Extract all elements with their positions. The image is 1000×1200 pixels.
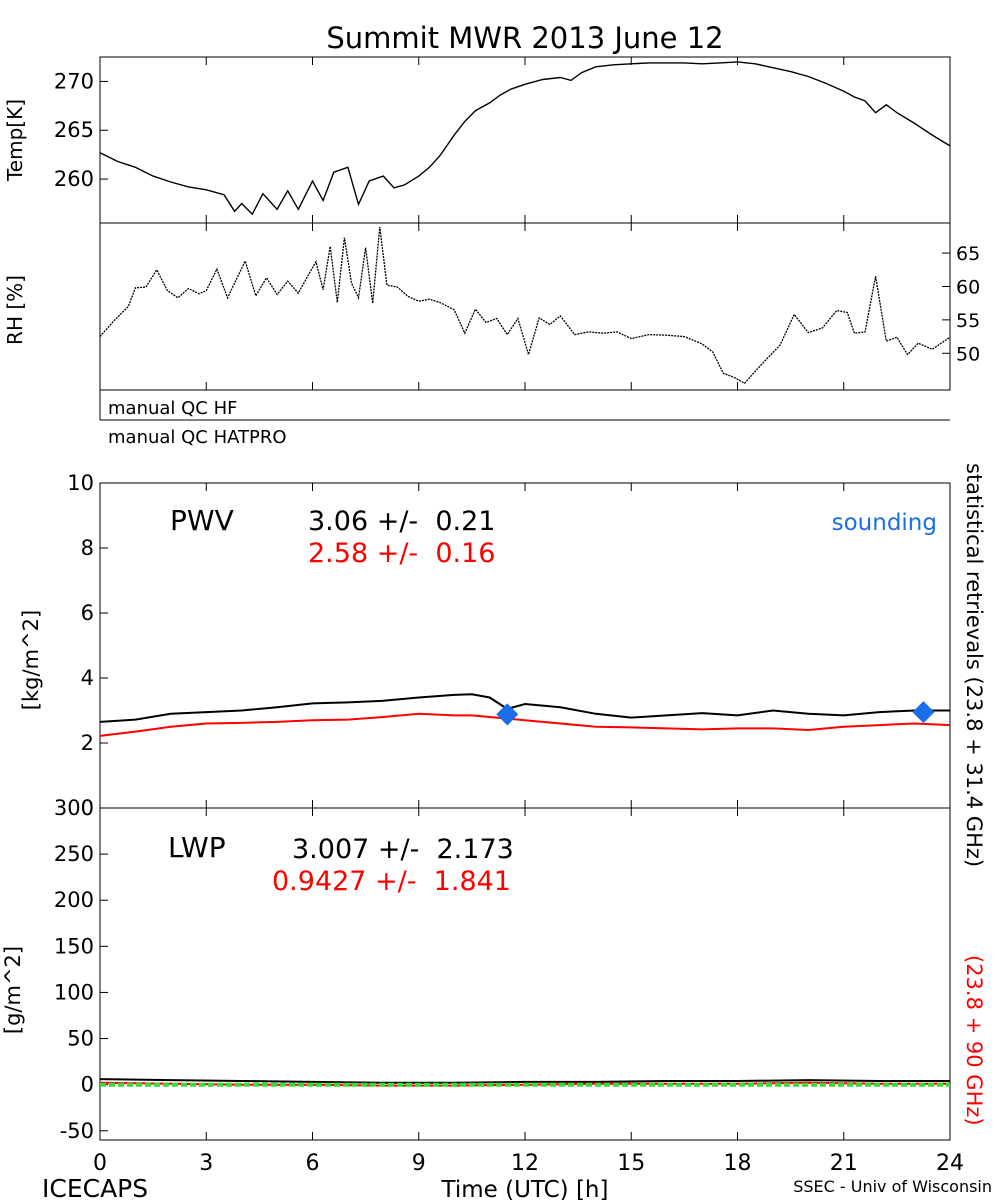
lwp-stat-black: 3.007 +/- 2.173	[292, 834, 514, 865]
pwv-stat-black: 3.06 +/- 0.21	[308, 506, 495, 537]
rh-series-black-line	[99, 226, 951, 385]
lwp-ytick-label: 150	[54, 934, 94, 958]
panel-pwv: [kg/m^2] PWV 3.06 +/- 0.21 2.58 +/- 0.16…	[19, 482, 951, 809]
lwp-ytick-label: 250	[54, 842, 94, 866]
pwv-label: PWV	[170, 504, 234, 537]
pwv-stat-red: 2.58 +/- 0.16	[308, 538, 495, 569]
chart-title: Summit MWR 2013 June 12	[326, 21, 723, 55]
panel-pwv-ylabel: [kg/m^2]	[19, 610, 43, 710]
x-tick-label: 12	[511, 1151, 539, 1176]
lwp-stat-red: 0.9427 +/- 1.841	[272, 866, 511, 897]
pwv-series-black-line	[99, 693, 950, 723]
footer-right: SSEC - Univ of Wisconsin	[793, 1177, 992, 1196]
retrieval-label-red: (23.8 + 90 GHz)	[962, 955, 986, 1126]
qc-hatpro-label: manual QC HATPRO	[108, 427, 287, 448]
x-tick-label: 3	[199, 1151, 213, 1176]
pwv-ytick-label: 8	[81, 536, 94, 560]
lwp-ytick-label: 0	[81, 1073, 94, 1097]
footer-left: ICECAPS	[42, 1174, 148, 1200]
pwv-ytick-label: 6	[81, 601, 94, 625]
panel-temp-ylabel: Temp[K]	[3, 99, 27, 182]
x-tick-label: 21	[830, 1151, 858, 1176]
panel-lwp-frame	[99, 807, 951, 1141]
panel-lwp: [g/m^2] LWP 3.007 +/- 2.173 0.9427 +/- 1…	[1, 807, 951, 1141]
panel-lwp-ylabel: [g/m^2]	[1, 946, 25, 1034]
temp-ytick-label: 270	[54, 69, 94, 93]
sounding-marker	[496, 703, 519, 726]
panel-rh-frame	[99, 222, 951, 391]
pwv-ytick-label: 2	[81, 731, 94, 755]
x-tick-label: 6	[306, 1151, 320, 1176]
x-tick-label: 24	[936, 1151, 964, 1176]
x-axis-label: Time (UTC) [h]	[441, 1177, 609, 1200]
x-tick-label: 18	[724, 1151, 752, 1176]
sounding-legend-label: sounding	[832, 510, 937, 536]
qc-hf-label: manual QC HF	[108, 398, 237, 419]
panel-rh: RH [%]	[3, 222, 951, 391]
rh-ytick-label: 60	[956, 276, 980, 298]
x-tick-label: 15	[617, 1151, 645, 1176]
lwp-ytick-label: 200	[54, 888, 94, 912]
lwp-ytick-label: -50	[60, 1119, 94, 1143]
panel-temp: Temp[K]	[3, 56, 951, 224]
temp-ytick-label: 265	[54, 118, 94, 142]
x-tick-label: 9	[412, 1151, 426, 1176]
lwp-ytick-label: 300	[54, 796, 94, 820]
retrieval-label-black: statistical retrievals (23.8 + 31.4 GHz)	[962, 463, 986, 867]
lwp-ytick-label: 50	[67, 1027, 94, 1051]
rh-ytick-label: 50	[956, 343, 980, 365]
qc-strip: manual QC HF manual QC HATPRO	[99, 390, 950, 448]
rh-ytick-label: 65	[956, 243, 980, 265]
panel-rh-ylabel: RH [%]	[3, 275, 27, 345]
temp-series-black-line	[99, 61, 951, 216]
sounding-marker	[912, 701, 935, 724]
rh-ytick-label: 55	[956, 310, 980, 332]
pwv-series-red-line	[99, 712, 951, 737]
lwp-label: LWP	[168, 831, 226, 864]
lwp-ytick-label: 100	[54, 980, 94, 1004]
x-tick-label: 0	[93, 1151, 107, 1176]
pwv-ytick-label: 4	[81, 666, 94, 690]
temp-ytick-label: 260	[54, 167, 94, 191]
chart-marks: 260265270505560650246810-500501001502002…	[54, 57, 980, 1176]
lwp-series-black-line	[99, 1078, 950, 1084]
pwv-ytick-label: 10	[67, 471, 94, 495]
pwv-ytick-label: 0	[81, 796, 94, 820]
